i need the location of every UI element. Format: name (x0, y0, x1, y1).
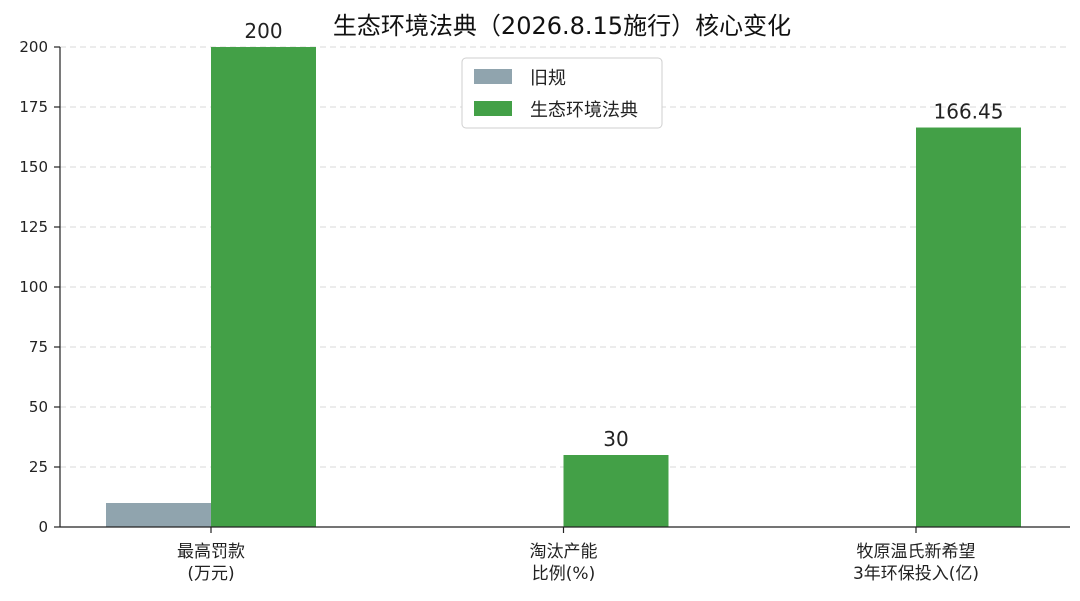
y-tick-label: 150 (19, 158, 48, 176)
y-tick-label: 50 (29, 398, 48, 416)
bar-new-2 (916, 127, 1021, 528)
bar-value-label: 200 (244, 19, 282, 43)
x-tick-label: (万元) (187, 564, 234, 584)
legend-swatch-old (474, 69, 512, 84)
legend: 旧规 生态环境法典 (461, 57, 663, 129)
x-tick-label: 淘汰产能 (530, 542, 598, 562)
bar-value-labels: 200 30 166.45 (244, 19, 1003, 451)
y-tick-label: 25 (29, 458, 48, 476)
y-tick-label: 75 (29, 338, 48, 356)
bar-old-0 (106, 503, 211, 527)
bar-value-label: 166.45 (934, 100, 1004, 124)
x-tick-label: 比例(%) (532, 564, 595, 584)
legend-swatch-new (474, 101, 512, 116)
bar-new-0 (211, 47, 316, 527)
legend-label-old: 旧规 (530, 68, 566, 89)
bar-new-1 (563, 455, 669, 527)
y-axis-ticks: 0 25 50 75 100 125 150 175 200 (19, 38, 60, 536)
y-tick-label: 175 (19, 98, 48, 116)
legend-label-new: 生态环境法典 (530, 100, 638, 121)
x-tick-label: 牧原温氏新希望 (857, 542, 976, 562)
x-tick-label: 3年环保投入(亿) (853, 564, 979, 584)
bars (106, 47, 1021, 528)
y-tick-label: 0 (38, 518, 48, 536)
bar-value-label: 30 (603, 427, 628, 451)
y-tick-label: 200 (19, 38, 48, 56)
y-tick-label: 100 (19, 278, 48, 296)
y-tick-label: 125 (19, 218, 48, 236)
x-tick-label: 最高罚款 (177, 542, 245, 562)
chart-title: 生态环境法典（2026.8.15施行）核心变化 (333, 12, 791, 40)
